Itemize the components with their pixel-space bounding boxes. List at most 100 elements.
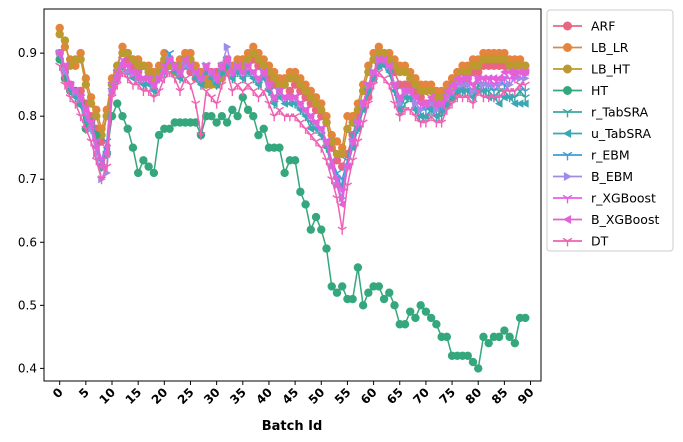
data-point-b-xgboost bbox=[474, 74, 482, 83]
data-point-b-xgboost bbox=[421, 99, 430, 108]
data-point-ht bbox=[311, 212, 321, 222]
data-point-dt bbox=[144, 87, 154, 97]
data-point-r-ebm bbox=[489, 87, 499, 97]
data-point-ht bbox=[123, 124, 132, 133]
data-point-ht bbox=[306, 225, 316, 234]
data-point-ht bbox=[212, 118, 221, 127]
data-point-dt bbox=[96, 176, 107, 185]
data-point-lb-ht bbox=[128, 55, 138, 64]
data-point-ht bbox=[228, 105, 237, 115]
data-point-dt bbox=[233, 81, 243, 90]
legend-marker bbox=[563, 86, 572, 95]
data-point-lb-ht bbox=[521, 61, 530, 70]
data-point-b-xgboost bbox=[479, 74, 487, 83]
data-point-dt bbox=[274, 106, 284, 115]
data-point-dt bbox=[301, 125, 311, 134]
data-point-lb-ht bbox=[280, 80, 289, 89]
data-point-ht bbox=[374, 282, 384, 291]
data-point-b-xgboost bbox=[327, 162, 336, 171]
data-point-b-xgboost bbox=[400, 86, 409, 96]
data-point-dt bbox=[369, 81, 379, 90]
data-point-ht bbox=[505, 332, 514, 342]
x-tick-label: 85 bbox=[489, 385, 511, 407]
data-point-ht bbox=[322, 244, 331, 253]
legend-entry-b-xgboost: B_XGBoost bbox=[553, 212, 659, 227]
data-point-lb-lr bbox=[290, 67, 300, 77]
data-point-ht bbox=[510, 338, 520, 348]
data-point-u-tabsra bbox=[500, 93, 508, 102]
data-point-ht bbox=[238, 93, 247, 102]
data-point-b-xgboost bbox=[149, 80, 158, 89]
data-point-dt bbox=[468, 100, 478, 109]
data-point-u-tabsra bbox=[515, 99, 524, 108]
x-tick-label: 15 bbox=[123, 385, 145, 407]
data-point-u-tabsra bbox=[196, 80, 205, 89]
data-point-dt bbox=[227, 87, 237, 97]
data-point-b-xgboost bbox=[170, 61, 179, 70]
data-point-dt bbox=[206, 94, 216, 103]
legend-entry-dt: DT bbox=[553, 234, 609, 249]
data-point-lb-ht bbox=[81, 80, 91, 89]
data-point-dt bbox=[170, 75, 180, 84]
y-tick-label: 0.8 bbox=[18, 109, 37, 123]
data-point-u-tabsra bbox=[353, 124, 362, 133]
data-point-dt bbox=[201, 87, 211, 97]
data-point-b-xgboost bbox=[390, 80, 398, 89]
data-point-lb-ht bbox=[55, 30, 64, 39]
data-point-lb-ht bbox=[306, 93, 316, 102]
data-point-ht bbox=[479, 332, 488, 342]
data-point-b-xgboost bbox=[379, 55, 388, 64]
data-point-b-xgboost bbox=[175, 67, 184, 77]
data-point-b-ebm bbox=[412, 99, 420, 108]
data-point-u-tabsra bbox=[228, 74, 236, 83]
data-point-dt bbox=[358, 119, 368, 128]
data-point-dt bbox=[164, 68, 175, 78]
data-point-lb-ht bbox=[463, 67, 472, 77]
data-point-ht bbox=[254, 130, 263, 140]
data-point-b-xgboost bbox=[306, 111, 315, 121]
data-point-b-xgboost bbox=[118, 61, 126, 70]
x-axis-title: Batch Id bbox=[262, 419, 323, 434]
data-point-ht bbox=[165, 124, 174, 133]
data-point-lb-ht bbox=[76, 55, 85, 64]
legend-marker bbox=[563, 215, 572, 224]
legend-marker bbox=[562, 108, 573, 118]
data-point-ht bbox=[275, 143, 284, 152]
data-point-b-xgboost bbox=[385, 61, 393, 70]
data-point-dt bbox=[421, 119, 431, 128]
data-point-ht bbox=[301, 200, 310, 209]
data-point-dt bbox=[510, 87, 520, 97]
data-point-lb-ht bbox=[379, 48, 389, 58]
legend-entry-ht: HT bbox=[553, 83, 608, 98]
data-point-lb-ht bbox=[92, 111, 101, 121]
data-point-b-ebm bbox=[506, 80, 514, 89]
data-point-dt bbox=[437, 119, 447, 128]
x-tick-label: 0 bbox=[50, 385, 66, 401]
data-point-lb-ht bbox=[86, 99, 96, 108]
data-point-u-tabsra bbox=[254, 80, 262, 89]
data-point-dt bbox=[191, 100, 201, 109]
x-tick-label: 35 bbox=[227, 385, 249, 407]
data-point-b-xgboost bbox=[301, 105, 309, 115]
data-point-b-xgboost bbox=[201, 61, 210, 70]
data-point-b-ebm bbox=[485, 80, 493, 89]
data-point-b-xgboost bbox=[416, 99, 425, 108]
data-point-b-xgboost bbox=[395, 93, 404, 102]
data-point-ht bbox=[494, 332, 504, 342]
data-point-dt bbox=[405, 106, 415, 115]
data-point-dt bbox=[264, 100, 274, 109]
data-point-u-tabsra bbox=[348, 143, 357, 152]
data-point-b-xgboost bbox=[510, 67, 519, 77]
data-point-dt bbox=[217, 81, 227, 90]
data-point-dt bbox=[321, 157, 332, 166]
data-point-b-xgboost bbox=[500, 67, 508, 77]
data-point-u-tabsra bbox=[374, 61, 383, 70]
legend-label: ARF bbox=[591, 19, 615, 34]
data-point-b-xgboost bbox=[133, 74, 142, 83]
data-point-b-xgboost bbox=[196, 74, 205, 83]
legend-entry-u-tabsra: u_TabSRA bbox=[553, 126, 651, 141]
data-point-b-xgboost bbox=[139, 74, 147, 83]
data-point-u-tabsra bbox=[494, 99, 503, 108]
data-point-b-xgboost bbox=[463, 74, 472, 83]
data-point-b-ebm bbox=[61, 67, 70, 77]
